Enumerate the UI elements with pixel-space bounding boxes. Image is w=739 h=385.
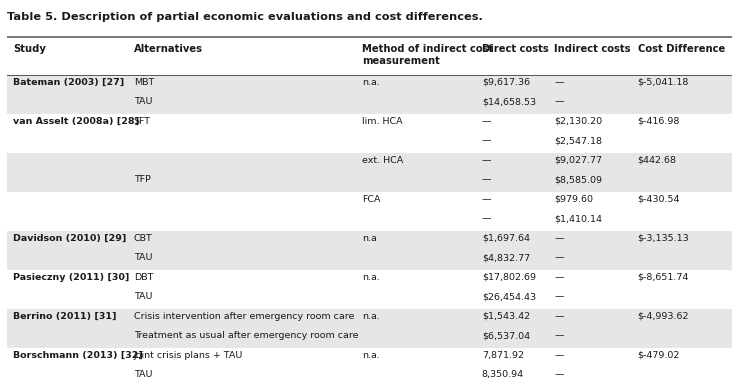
Text: MBT: MBT — [134, 78, 154, 87]
Text: DBT: DBT — [134, 273, 153, 282]
Text: TAU: TAU — [134, 253, 152, 263]
Bar — [7, 94, 732, 114]
Text: —: — — [554, 370, 564, 380]
Text: 7,871.92: 7,871.92 — [482, 351, 524, 360]
Bar — [7, 153, 732, 172]
Text: Davidson (2010) [29]: Davidson (2010) [29] — [13, 234, 126, 243]
Bar — [7, 134, 732, 153]
Text: 8,350.94: 8,350.94 — [482, 370, 524, 380]
Text: TAU: TAU — [134, 97, 152, 106]
Text: Pasieczny (2011) [30]: Pasieczny (2011) [30] — [13, 273, 129, 282]
Text: —: — — [482, 195, 491, 204]
Bar — [7, 290, 732, 309]
Text: CBT: CBT — [134, 234, 153, 243]
Text: TFP: TFP — [134, 176, 151, 184]
Text: Treatment as usual after emergency room care: Treatment as usual after emergency room … — [134, 331, 358, 340]
Text: —: — — [554, 312, 564, 321]
Text: n.a.: n.a. — [362, 351, 380, 360]
Text: n.a.: n.a. — [362, 78, 380, 87]
Text: van Asselt (2008a) [28]: van Asselt (2008a) [28] — [13, 117, 139, 126]
Text: $-479.02: $-479.02 — [638, 351, 680, 360]
Text: $-416.98: $-416.98 — [638, 117, 680, 126]
Text: Borschmann (2013) [32]: Borschmann (2013) [32] — [13, 351, 143, 360]
Text: $442.68: $442.68 — [638, 156, 677, 165]
Text: $2,547.18: $2,547.18 — [554, 136, 602, 146]
Bar — [7, 348, 732, 368]
Text: —: — — [482, 176, 491, 184]
Text: —: — — [554, 293, 564, 301]
Text: —: — — [482, 117, 491, 126]
Text: —: — — [554, 234, 564, 243]
Text: $9,027.77: $9,027.77 — [554, 156, 602, 165]
Text: Table 5. Description of partial economic evaluations and cost differences.: Table 5. Description of partial economic… — [7, 12, 483, 22]
Text: Cost Difference: Cost Difference — [638, 44, 725, 54]
Text: SFT: SFT — [134, 117, 151, 126]
Text: —: — — [554, 331, 564, 340]
Text: —: — — [554, 78, 564, 87]
Text: TAU: TAU — [134, 370, 152, 380]
Text: —: — — [482, 136, 491, 146]
Text: $-4,993.62: $-4,993.62 — [638, 312, 689, 321]
Bar — [7, 75, 732, 94]
Text: Joint crisis plans + TAU: Joint crisis plans + TAU — [134, 351, 243, 360]
Bar — [7, 114, 732, 134]
Text: Bateman (2003) [27]: Bateman (2003) [27] — [13, 78, 124, 87]
Text: $-430.54: $-430.54 — [638, 195, 681, 204]
Text: $8,585.09: $8,585.09 — [554, 176, 602, 184]
Text: $4,832.77: $4,832.77 — [482, 253, 530, 263]
Text: $17,802.69: $17,802.69 — [482, 273, 536, 282]
Bar — [7, 328, 732, 348]
Text: n.a.: n.a. — [362, 312, 380, 321]
Text: $1,410.14: $1,410.14 — [554, 214, 602, 223]
Text: —: — — [554, 253, 564, 263]
Text: —: — — [482, 214, 491, 223]
Bar — [7, 368, 732, 385]
Text: $1,543.42: $1,543.42 — [482, 312, 530, 321]
Text: Study: Study — [13, 44, 46, 54]
Text: FCA: FCA — [362, 195, 381, 204]
Text: $9,617.36: $9,617.36 — [482, 78, 530, 87]
Text: $14,658.53: $14,658.53 — [482, 97, 536, 106]
Text: Alternatives: Alternatives — [134, 44, 203, 54]
Text: TAU: TAU — [134, 293, 152, 301]
Bar — [7, 211, 732, 231]
Text: Berrino (2011) [31]: Berrino (2011) [31] — [13, 312, 116, 321]
Text: lim. HCA: lim. HCA — [362, 117, 403, 126]
Text: Method of indirect cost
measurement: Method of indirect cost measurement — [362, 44, 494, 66]
Text: Indirect costs: Indirect costs — [554, 44, 631, 54]
Text: Direct costs: Direct costs — [482, 44, 548, 54]
Text: —: — — [554, 273, 564, 282]
Text: —: — — [554, 351, 564, 360]
Text: Crisis intervention after emergency room care: Crisis intervention after emergency room… — [134, 312, 354, 321]
Text: —: — — [482, 156, 491, 165]
Text: $979.60: $979.60 — [554, 195, 593, 204]
Text: $-3,135.13: $-3,135.13 — [638, 234, 689, 243]
Text: $-8,651.74: $-8,651.74 — [638, 273, 689, 282]
Text: $2,130.20: $2,130.20 — [554, 117, 602, 126]
Bar — [7, 251, 732, 270]
Text: $1,697.64: $1,697.64 — [482, 234, 530, 243]
Text: n.a.: n.a. — [362, 273, 380, 282]
Bar — [7, 172, 732, 192]
Bar — [7, 270, 732, 290]
Bar — [7, 192, 732, 211]
Bar — [7, 231, 732, 251]
Text: $6,537.04: $6,537.04 — [482, 331, 530, 340]
Text: ext. HCA: ext. HCA — [362, 156, 403, 165]
Text: —: — — [554, 97, 564, 106]
Text: $-5,041.18: $-5,041.18 — [638, 78, 689, 87]
Text: n.a: n.a — [362, 234, 377, 243]
Bar — [7, 309, 732, 328]
Text: $26,454.43: $26,454.43 — [482, 293, 536, 301]
